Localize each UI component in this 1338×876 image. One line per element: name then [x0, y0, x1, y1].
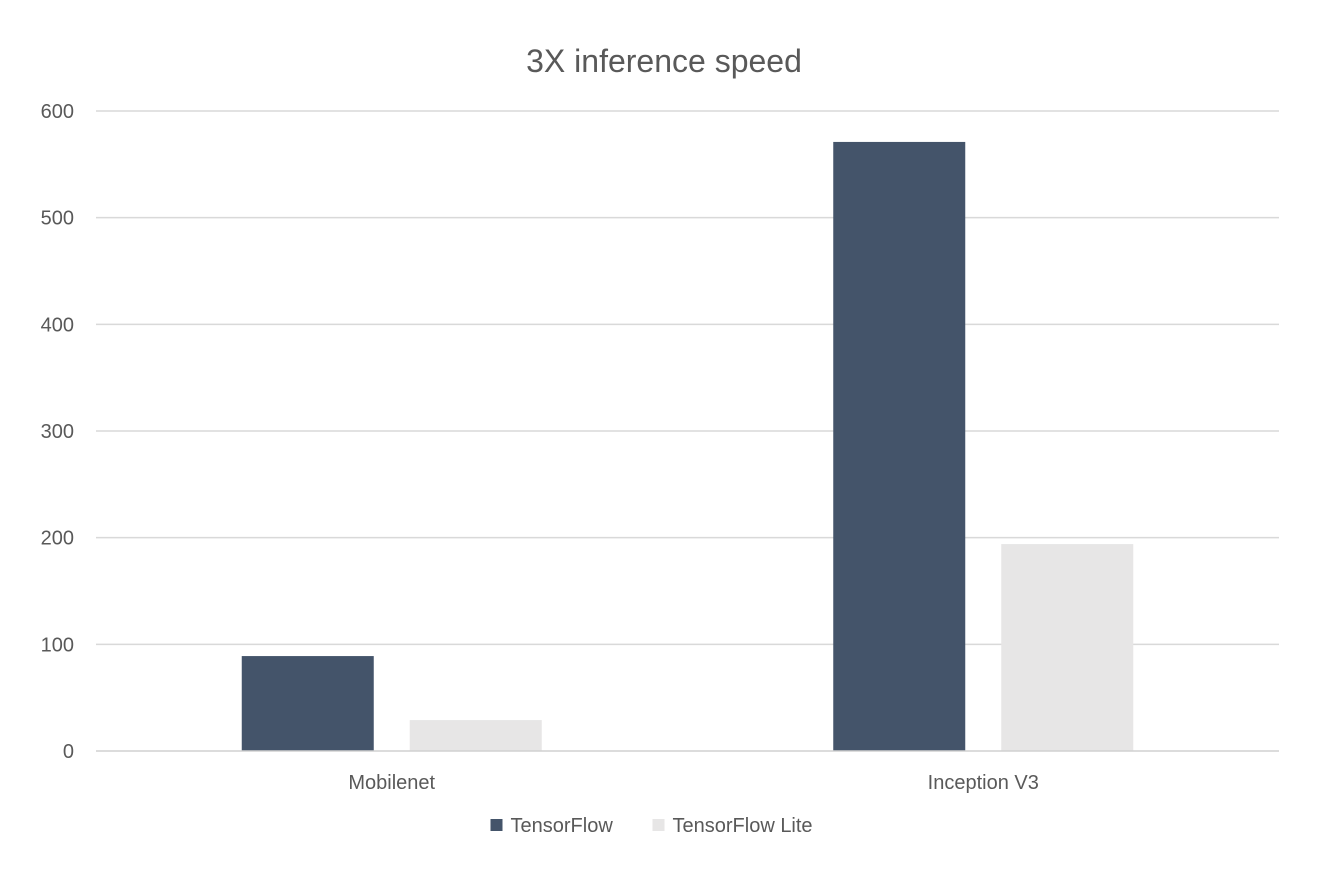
y-tick-label: 0 [63, 741, 74, 763]
y-tick-label: 100 [41, 634, 74, 656]
bar-tensorflow-inception-v3 [833, 141, 966, 751]
y-tick-label: 200 [41, 528, 74, 550]
y-tick-label: 500 [41, 208, 74, 230]
x-axis-categories: Mobilenet Inception V3 [348, 772, 1038, 794]
y-tick-label: 400 [41, 314, 74, 336]
y-axis-ticks: 0 100 200 300 400 500 600 [41, 101, 74, 763]
bars [241, 141, 1134, 751]
bar-tensorflow-lite-mobilenet [409, 720, 542, 751]
y-tick-label: 300 [41, 421, 74, 443]
legend-swatch [490, 819, 503, 831]
y-tick-label: 600 [41, 101, 74, 123]
legend-label: TensorFlow [511, 815, 614, 837]
x-category-label: Mobilenet [348, 772, 435, 794]
bar-tensorflow-mobilenet [241, 656, 374, 751]
bar-tensorflow-lite-inception-v3 [1001, 544, 1134, 751]
legend-label: TensorFlow Lite [673, 815, 813, 837]
legend: TensorFlow TensorFlow Lite [490, 815, 813, 837]
chart-title: 3X inference speed [526, 43, 802, 79]
legend-swatch [652, 819, 665, 831]
x-category-label: Inception V3 [928, 772, 1039, 794]
